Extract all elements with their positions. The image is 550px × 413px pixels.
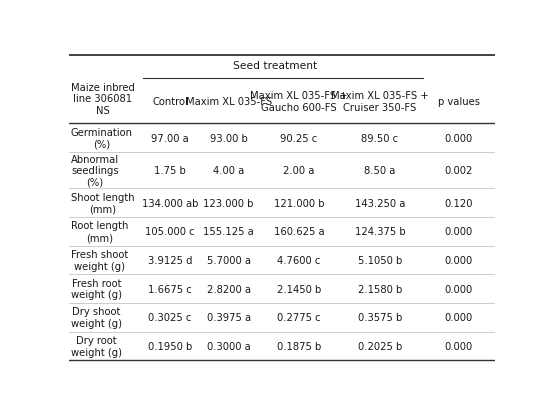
Text: p values: p values [438, 97, 480, 107]
Text: 0.3975 a: 0.3975 a [207, 313, 251, 323]
Text: 5.7000 a: 5.7000 a [207, 255, 251, 265]
Text: 155.125 a: 155.125 a [203, 227, 254, 237]
Text: 0.3575 b: 0.3575 b [358, 313, 402, 323]
Text: Control: Control [152, 97, 188, 107]
Text: 0.000: 0.000 [444, 255, 473, 265]
Text: Dry root
weight (g): Dry root weight (g) [71, 335, 122, 357]
Text: 160.625 a: 160.625 a [273, 227, 324, 237]
Text: 89.50 c: 89.50 c [361, 133, 398, 143]
Text: 1.6675 c: 1.6675 c [148, 284, 192, 294]
Text: 0.000: 0.000 [444, 313, 473, 323]
Text: Seed treatment: Seed treatment [233, 61, 317, 71]
Text: Maxim XL 035-FS: Maxim XL 035-FS [185, 97, 272, 107]
Text: 3.9125 d: 3.9125 d [148, 255, 192, 265]
Text: 0.000: 0.000 [444, 133, 473, 143]
Text: 0.2775 c: 0.2775 c [277, 313, 321, 323]
Text: 4.00 a: 4.00 a [213, 166, 244, 176]
Text: 121.000 b: 121.000 b [274, 198, 324, 208]
Text: Germination
(%): Germination (%) [71, 128, 133, 149]
Text: 143.250 a: 143.250 a [355, 198, 405, 208]
Text: 0.3000 a: 0.3000 a [207, 341, 250, 351]
Text: 93.00 b: 93.00 b [210, 133, 248, 143]
Text: 2.8200 a: 2.8200 a [207, 284, 251, 294]
Text: 0.002: 0.002 [444, 166, 473, 176]
Text: 2.1580 b: 2.1580 b [358, 284, 402, 294]
Text: 0.3025 c: 0.3025 c [148, 313, 191, 323]
Text: 2.1450 b: 2.1450 b [277, 284, 321, 294]
Text: Maize inbred
line 306081
NS: Maize inbred line 306081 NS [71, 83, 135, 116]
Text: 5.1050 b: 5.1050 b [358, 255, 402, 265]
Text: 0.1950 b: 0.1950 b [148, 341, 192, 351]
Text: 134.000 ab: 134.000 ab [142, 198, 198, 208]
Text: Root length
(mm): Root length (mm) [71, 221, 128, 242]
Text: 8.50 a: 8.50 a [364, 166, 395, 176]
Text: 0.000: 0.000 [444, 341, 473, 351]
Text: 0.2025 b: 0.2025 b [358, 341, 402, 351]
Text: Shoot length
(mm): Shoot length (mm) [71, 192, 135, 214]
Text: 105.000 c: 105.000 c [145, 227, 195, 237]
Text: Fresh root
weight (g): Fresh root weight (g) [71, 278, 122, 299]
Text: Abnormal
seedlings
(%): Abnormal seedlings (%) [71, 154, 119, 187]
Text: 4.7600 c: 4.7600 c [277, 255, 321, 265]
Text: 123.000 b: 123.000 b [204, 198, 254, 208]
Text: 1.75 b: 1.75 b [154, 166, 186, 176]
Text: Maxim XL 035-FS +
Cruiser 350-FS: Maxim XL 035-FS + Cruiser 350-FS [331, 91, 429, 112]
Text: Maxim XL 035-FS +
Gaucho 600-FS: Maxim XL 035-FS + Gaucho 600-FS [250, 91, 348, 112]
Text: 0.000: 0.000 [444, 227, 473, 237]
Text: Dry shoot
weight (g): Dry shoot weight (g) [71, 307, 122, 328]
Text: 0.1875 b: 0.1875 b [277, 341, 321, 351]
Text: 0.000: 0.000 [444, 284, 473, 294]
Text: 90.25 c: 90.25 c [280, 133, 317, 143]
Text: 97.00 a: 97.00 a [151, 133, 189, 143]
Text: 2.00 a: 2.00 a [283, 166, 315, 176]
Text: Fresh shoot
weight (g): Fresh shoot weight (g) [71, 249, 128, 271]
Text: 0.120: 0.120 [444, 198, 473, 208]
Text: 124.375 b: 124.375 b [355, 227, 405, 237]
